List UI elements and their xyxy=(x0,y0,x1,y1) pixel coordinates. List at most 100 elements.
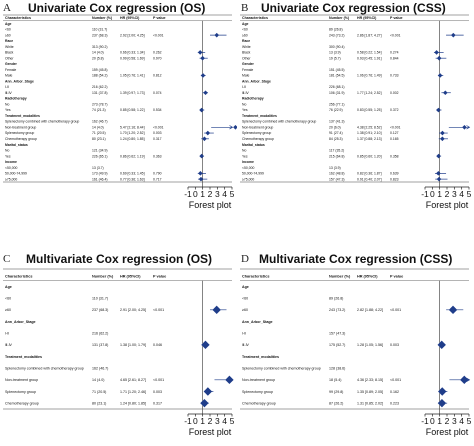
row-label: Splenectomy group xyxy=(242,131,271,135)
x-tick-label: 5 xyxy=(467,189,472,199)
table-row: Non-treatment group 20 (6.0) 4.38 [2.25; 8… xyxy=(242,124,471,130)
row-p-value: 0.363 xyxy=(153,154,162,158)
row-label: Race xyxy=(242,39,250,43)
x-tick-label: 3 xyxy=(215,189,220,199)
row-number: 99 (29.8) xyxy=(329,390,343,394)
row-label: Ⅰ-Ⅱ xyxy=(242,331,246,335)
row-hr: 2.82 [1.88; 4.22] xyxy=(357,308,383,312)
hr-point-marker xyxy=(201,340,210,350)
x-tick-label: -1 xyxy=(421,416,429,426)
hr-point-marker xyxy=(203,90,208,96)
row-label: Age xyxy=(5,285,12,289)
table-row: Splenectomy combined with chemotherapy g… xyxy=(5,366,108,370)
hr-point-marker xyxy=(434,50,439,55)
hr-point-marker xyxy=(462,124,467,130)
row-label: Ⅲ-Ⅳ xyxy=(242,343,250,347)
group-header-row: Radiotherapy xyxy=(242,97,264,101)
row-label: Treatment_modalities xyxy=(242,114,277,118)
table-row: Yes 226 (65.1) 0.86 [0.62; 1.19] 0.363 xyxy=(5,153,205,159)
row-label: Marital_status xyxy=(242,143,265,147)
x-tick-label: 1 xyxy=(200,416,205,426)
row-p-value: <0.001 xyxy=(153,125,164,129)
row-label: ≥60 xyxy=(242,33,248,37)
row-label: 50,000-74,999 xyxy=(242,172,264,176)
table-row: Splenectomy group 91 (27.4) 1.38 [0.91; 2.… xyxy=(242,130,448,136)
row-label: Marital_status xyxy=(5,143,28,147)
hr-point-marker xyxy=(440,136,445,142)
panel-label: C xyxy=(3,253,11,265)
x-tick-label: 1 xyxy=(200,189,205,199)
row-p-value: 0.639 xyxy=(390,172,399,176)
row-hr: 1.06 [0.76; 1.49] xyxy=(357,74,382,78)
row-label: Non-treatment group xyxy=(242,378,275,382)
column-header: Number (%) xyxy=(329,274,351,278)
row-label: Yes xyxy=(242,108,248,112)
table-row: Female 151 (45.5) xyxy=(242,68,344,72)
row-label: Black xyxy=(242,51,251,55)
row-hr: 1.71 [1.20; 2.46] xyxy=(120,390,146,394)
row-p-value: 0.317 xyxy=(153,137,162,141)
x-tick-label: 2 xyxy=(445,416,450,426)
row-number: 173 (49.9) xyxy=(92,172,107,176)
hr-point-marker xyxy=(436,153,441,159)
row-label: ≥60 xyxy=(5,308,11,312)
group-header-row: Treatment_modalities xyxy=(5,114,40,118)
row-hr: 4.38 [2.25; 8.52] xyxy=(357,125,382,129)
group-header-row: Treatment_modalities xyxy=(242,355,279,359)
table-row: Black 14 (4.0) 0.66 [0.33; 1.34] 0.262 xyxy=(5,50,206,55)
row-hr: 0.77 [0.36; 1.63] xyxy=(120,177,145,181)
row-label: Ⅲ-Ⅳ xyxy=(5,91,12,95)
forest-plot-a: Characteristics Number (%) HR (95%CI) P val… xyxy=(3,14,237,210)
row-number: 226 (65.1) xyxy=(92,154,107,158)
column-header: Characteristics xyxy=(5,16,31,20)
row-number: 110 (31.7) xyxy=(92,28,107,32)
group-header-row: Marital_status xyxy=(5,143,28,147)
row-number: 161 (46.4) xyxy=(92,177,107,181)
row-number: 131 (37.8) xyxy=(92,91,107,95)
row-hr: 0.58 [0.22; 1.54] xyxy=(357,51,382,55)
hr-point-marker xyxy=(460,375,469,385)
row-hr: 1.05 [0.76; 1.41] xyxy=(120,74,145,78)
column-header: HR (95%CI) xyxy=(120,274,141,278)
row-hr: 1.39 [0.97; 1.73] xyxy=(120,91,145,95)
row-number: 162 (48.8) xyxy=(329,172,344,176)
row-label: Ⅲ-Ⅳ xyxy=(242,91,249,95)
panel-label: A xyxy=(3,2,11,14)
row-label: <50,000 xyxy=(242,166,254,170)
row-number: 80 (23.1) xyxy=(92,401,106,405)
row-label: Ⅰ-Ⅱ xyxy=(242,85,246,89)
column-header: Characteristics xyxy=(242,274,269,278)
row-p-value: 0.162 xyxy=(390,390,399,394)
hr-point-marker xyxy=(214,32,220,38)
row-label: Ⅰ-Ⅱ xyxy=(5,85,9,89)
row-p-value: <0.001 xyxy=(390,308,401,312)
row-hr: 0.91 [0.40; 2.07] xyxy=(357,177,382,181)
hr-point-marker xyxy=(436,107,441,113)
hr-point-marker xyxy=(436,55,442,61)
panel-label: B xyxy=(241,2,249,14)
row-label: No xyxy=(5,149,9,153)
table-row: No 256 (77.1) xyxy=(242,102,344,106)
table-row: No 273 (78.7) xyxy=(5,102,107,106)
row-p-value: 0.534 xyxy=(153,108,162,112)
row-label: Chemotherapy group xyxy=(5,401,39,405)
row-label: Other xyxy=(5,56,14,60)
row-hr: 1.37 [0.88; 2.13] xyxy=(357,137,382,141)
row-label: Non-treatment group xyxy=(5,378,38,382)
x-tick-label: 0 xyxy=(430,416,435,426)
hr-point-marker xyxy=(451,32,456,38)
group-header-row: Race xyxy=(242,39,250,43)
table-row: Ⅰ-Ⅱ 226 (68.1) xyxy=(242,85,344,89)
row-label: Male xyxy=(5,74,12,78)
row-number: 162 (46.7) xyxy=(92,366,108,370)
row-p-value: 0.372 xyxy=(390,108,399,112)
row-number: 71 (20.5) xyxy=(92,131,106,135)
x-tick-label: 3 xyxy=(215,416,220,426)
hr-point-marker xyxy=(199,107,204,113)
column-header: Characteristics xyxy=(242,16,268,20)
row-p-value: 0.046 xyxy=(153,343,162,347)
row-label: Female xyxy=(242,68,253,72)
table-row: Splenectomy group 71 (20.5) 1.70 [1.20; 2.… xyxy=(5,130,214,136)
column-header: P value xyxy=(153,16,166,20)
column-header: HR (95%CI) xyxy=(357,274,378,278)
